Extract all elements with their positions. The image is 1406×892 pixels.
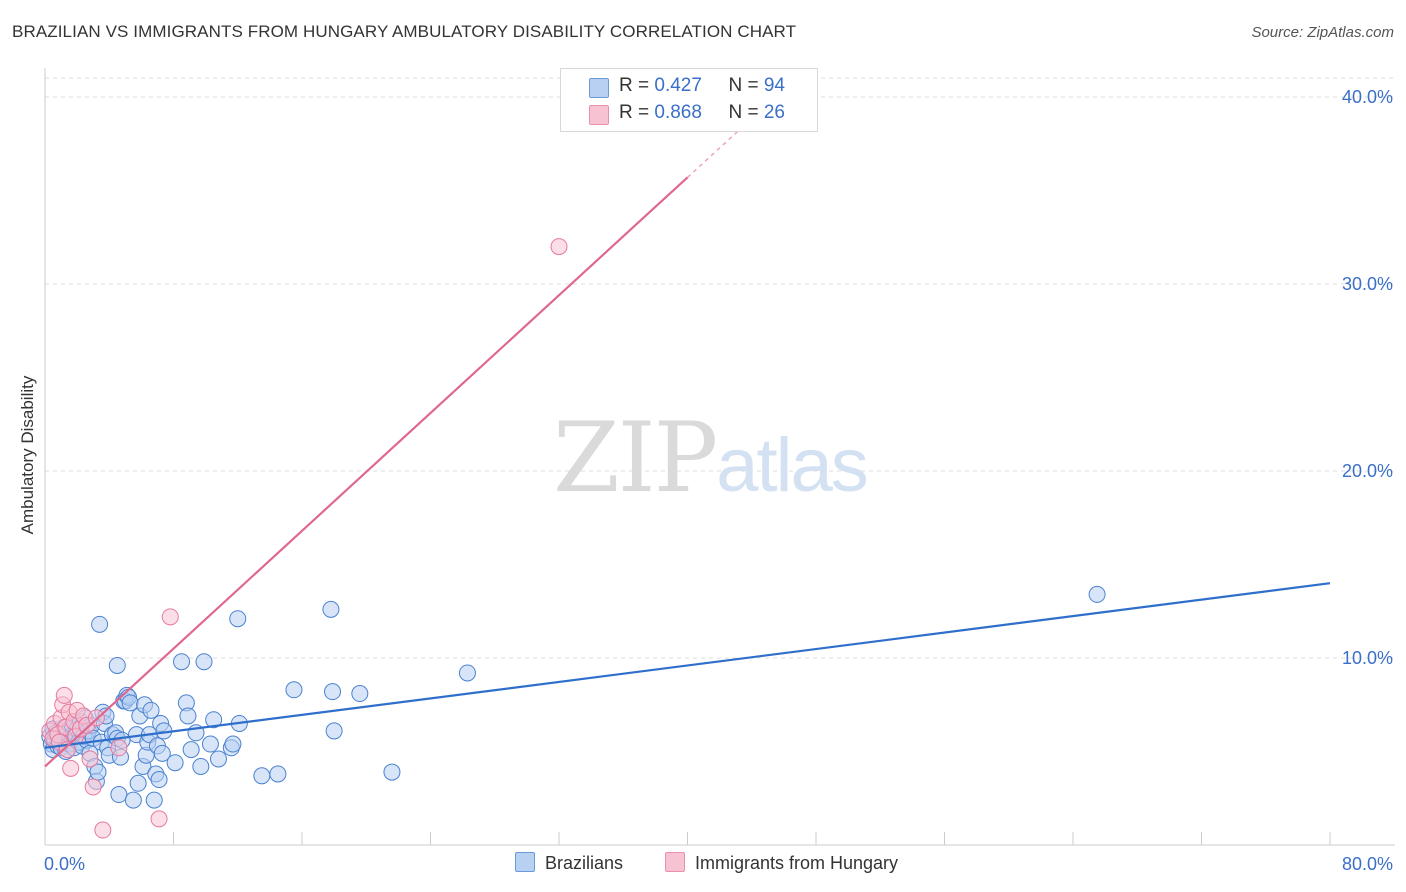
tick-labels: 10.0% 20.0% 30.0% 40.0% 0.0% 80.0%: [44, 87, 1393, 874]
data-point-hungary: [94, 821, 112, 839]
watermark: ZIPatlas: [553, 402, 869, 514]
data-point-brazilians: [195, 653, 213, 671]
data-point-brazilians: [150, 771, 168, 789]
data-point-brazilians: [166, 754, 184, 772]
data-point-brazilians: [383, 763, 401, 781]
data-point-brazilians: [322, 600, 340, 618]
data-point-hungary: [81, 750, 99, 768]
x-tick-label: 80.0%: [1342, 854, 1393, 874]
y-tick-label: 30.0%: [1342, 274, 1393, 294]
r-label: R =: [619, 102, 655, 123]
grid-lines: [45, 77, 1395, 659]
y-tick-label: 10.0%: [1342, 648, 1393, 668]
data-point-brazilians: [285, 681, 303, 699]
data-point-brazilians: [179, 707, 197, 725]
data-point-brazilians: [324, 683, 342, 701]
r-value: 0.868: [654, 102, 702, 123]
trend-line-hungary-extension: [686, 125, 745, 178]
data-point-brazilians: [201, 735, 219, 753]
legend-row-brazilians: R = 0.427 N = 94: [619, 75, 785, 97]
chart-title: BRAZILIAN VS IMMIGRANTS FROM HUNGARY AMB…: [12, 22, 797, 41]
data-point-brazilians: [1088, 585, 1106, 603]
hungary-swatch: [665, 852, 685, 872]
data-point-brazilians: [269, 765, 287, 783]
n-value: 26: [763, 102, 785, 123]
legend-item-hungary: Immigrants from Hungary: [665, 852, 898, 874]
data-point-hungary: [110, 739, 128, 757]
y-tick-label: 40.0%: [1342, 87, 1393, 107]
data-point-brazilians: [205, 711, 223, 729]
data-point-brazilians: [253, 767, 271, 785]
trend-line-hungary: [44, 176, 689, 768]
y-axis-label: Ambulatory Disability: [18, 375, 37, 535]
data-point-brazilians: [108, 656, 126, 674]
r-value: 0.427: [654, 75, 702, 96]
data-point-brazilians: [121, 694, 139, 712]
n-value: 94: [763, 75, 785, 96]
data-point-brazilians: [142, 701, 160, 719]
data-point-brazilians: [91, 615, 109, 633]
pink-swatch: [589, 105, 609, 125]
data-point-brazilians: [153, 744, 171, 762]
r-label: R =: [619, 75, 655, 96]
data-point-brazilians: [325, 722, 343, 740]
data-point-hungary: [550, 238, 568, 256]
blue-swatch: [589, 78, 609, 98]
data-point-hungary: [150, 810, 168, 828]
trend-line-brazilians: [44, 582, 1331, 749]
legend-item-brazilians: Brazilians: [515, 852, 623, 874]
data-point-brazilians: [458, 664, 476, 682]
data-point-brazilians: [182, 741, 200, 759]
x-tick-label: 0.0%: [44, 854, 85, 874]
data-point-hungary: [55, 686, 73, 704]
brazilians-points: [41, 585, 1106, 809]
data-point-brazilians: [224, 735, 242, 753]
legend-label-brazilians: Brazilians: [545, 853, 624, 873]
data-point-hungary: [161, 608, 179, 626]
data-point-brazilians: [192, 757, 210, 775]
y-tick-label: 20.0%: [1342, 461, 1393, 481]
n-label: N =: [728, 75, 764, 96]
correlation-legend: R = 0.427 N = 94 R = 0.868 N = 26: [560, 68, 818, 132]
legend-row-hungary: R = 0.868 N = 26: [619, 102, 785, 124]
watermark-zip: ZIP: [553, 402, 718, 514]
data-point-brazilians: [124, 791, 142, 809]
legend-label-hungary: Immigrants from Hungary: [695, 853, 899, 873]
brazilians-swatch: [515, 852, 535, 872]
watermark-atlas: atlas: [716, 423, 869, 508]
data-point-hungary: [84, 778, 102, 796]
data-point-brazilians: [209, 750, 227, 768]
hungary-points: [41, 238, 568, 839]
data-point-brazilians: [110, 786, 128, 804]
source-label: Source: ZipAtlas.com: [1251, 24, 1394, 41]
trend-lines: [44, 125, 1331, 768]
data-point-brazilians: [173, 653, 191, 671]
data-point-brazilians: [351, 685, 369, 703]
data-point-brazilians: [229, 610, 247, 628]
data-point-brazilians: [129, 774, 147, 792]
data-point-brazilians: [145, 791, 163, 809]
axes: [44, 68, 1395, 846]
data-point-hungary: [62, 759, 80, 777]
n-label: N =: [728, 102, 764, 123]
